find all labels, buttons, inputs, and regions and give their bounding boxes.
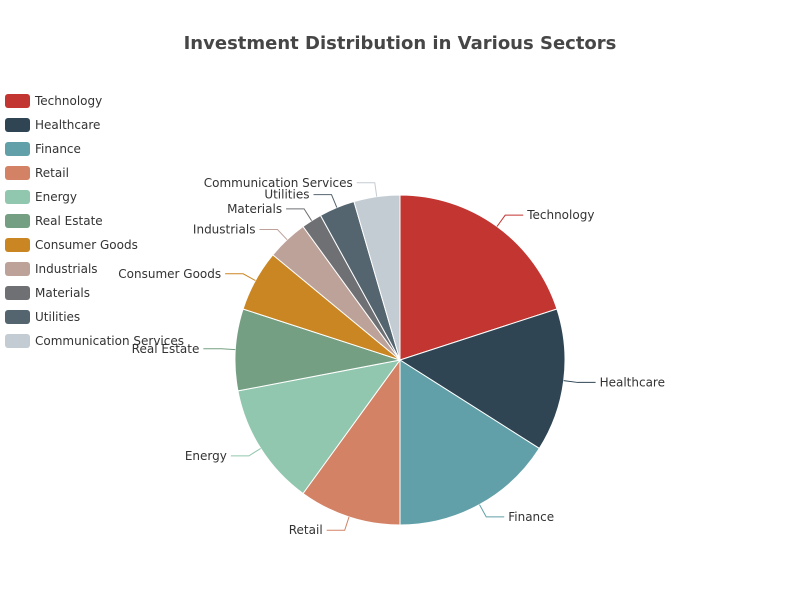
legend-item-energy[interactable]: Energy <box>5 190 77 204</box>
leader-line-industrials <box>259 229 288 241</box>
legend-label-healthcare: Healthcare <box>35 118 100 132</box>
legend-item-healthcare[interactable]: Healthcare <box>5 118 100 132</box>
legend-label-consumer-goods: Consumer Goods <box>35 238 138 252</box>
leader-line-technology <box>496 214 524 227</box>
slice-label-healthcare: Healthcare <box>600 375 665 389</box>
chart-title: Investment Distribution in Various Secto… <box>184 33 617 54</box>
legend: Technology Healthcare Finance Retail Energy R… <box>5 94 184 348</box>
legend-swatch-consumer-goods <box>5 238 30 252</box>
legend-item-consumer-goods[interactable]: Consumer Goods <box>5 238 138 252</box>
legend-swatch-healthcare <box>5 118 30 132</box>
slice-label-technology: Technology <box>526 208 594 222</box>
leader-line-finance <box>479 504 505 518</box>
slice-communication-services[interactable] <box>353 194 401 361</box>
leader-line-materials <box>286 208 313 221</box>
slice-labels: Technology Healthcare Finance Retail Energy R… <box>118 176 665 537</box>
slice-label-energy: Energy <box>185 449 227 463</box>
legend-swatch-industrials <box>5 262 30 276</box>
leader-line-retail <box>326 516 350 531</box>
legend-label-communication-services: Communication Services <box>35 334 184 348</box>
slice-finance[interactable] <box>399 359 541 526</box>
legend-item-real-estate[interactable]: Real Estate <box>5 214 103 228</box>
legend-item-industrials[interactable]: Industrials <box>5 262 98 276</box>
legend-swatch-energy <box>5 190 30 204</box>
legend-label-real-estate: Real Estate <box>35 214 103 228</box>
legend-swatch-real-estate <box>5 214 30 228</box>
legend-swatch-materials <box>5 286 30 300</box>
leader-line-consumer-goods <box>225 273 256 281</box>
legend-swatch-finance <box>5 142 30 156</box>
leader-line-healthcare <box>563 380 596 383</box>
legend-item-communication-services[interactable]: Communication Services <box>5 334 184 348</box>
leader-line-communication-services <box>356 182 378 197</box>
legend-item-utilities[interactable]: Utilities <box>5 310 80 324</box>
slice-label-retail: Retail <box>289 523 323 537</box>
legend-item-retail[interactable]: Retail <box>5 166 69 180</box>
slice-label-industrials: Industrials <box>193 223 256 237</box>
leader-line-real-estate <box>203 348 236 351</box>
slice-label-communication-services: Communication Services <box>204 176 353 190</box>
slice-label-utilities: Utilities <box>264 188 309 202</box>
legend-label-finance: Finance <box>35 142 81 156</box>
legend-item-technology[interactable]: Technology <box>5 94 102 108</box>
slice-label-materials: Materials <box>227 202 282 216</box>
leader-line-utilities <box>313 194 338 208</box>
slice-label-finance: Finance <box>508 510 554 524</box>
legend-swatch-retail <box>5 166 30 180</box>
legend-item-finance[interactable]: Finance <box>5 142 81 156</box>
slice-healthcare[interactable] <box>398 308 566 450</box>
legend-swatch-utilities <box>5 310 30 324</box>
legend-item-materials[interactable]: Materials <box>5 286 90 300</box>
slice-label-consumer-goods: Consumer Goods <box>118 267 221 281</box>
legend-label-utilities: Utilities <box>35 310 80 324</box>
legend-label-industrials: Industrials <box>35 262 98 276</box>
pie-slices <box>234 194 566 526</box>
slice-technology[interactable] <box>399 194 558 361</box>
legend-swatch-communication-services <box>5 334 30 348</box>
legend-label-materials: Materials <box>35 286 90 300</box>
legend-label-retail: Retail <box>35 166 69 180</box>
leader-line-energy <box>230 447 261 457</box>
legend-label-energy: Energy <box>35 190 77 204</box>
legend-swatch-technology <box>5 94 30 108</box>
legend-label-technology: Technology <box>34 94 102 108</box>
slice-label-real-estate: Real Estate <box>132 342 200 356</box>
